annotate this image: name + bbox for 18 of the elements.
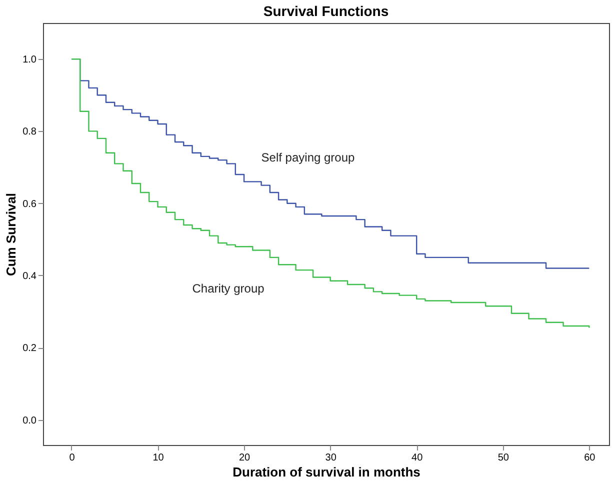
y-tick-label: 0.2 — [22, 343, 37, 354]
x-axis-title: Duration of survival in months — [232, 464, 420, 480]
series-label: Self paying group — [261, 150, 356, 164]
x-tick-label: 40 — [412, 452, 424, 464]
x-tick-label: 60 — [584, 452, 596, 464]
y-tick-label: 0.6 — [22, 198, 37, 210]
y-tick-label: 1.0 — [22, 54, 37, 66]
x-tick-label: 10 — [152, 452, 164, 464]
y-tick-label: 0.4 — [22, 270, 37, 282]
x-tick-label: 20 — [238, 452, 251, 464]
y-tick-label: 0.0 — [22, 415, 37, 426]
series-label: Charity group — [192, 282, 265, 296]
x-tick-label: 0 — [69, 452, 76, 464]
y-tick-label: 0.8 — [22, 126, 37, 138]
x-tick-label: 30 — [325, 452, 337, 464]
x-tick-label: 50 — [498, 452, 510, 464]
y-axis-title: Cum Survival — [4, 192, 19, 276]
chart-title: Survival Functions — [263, 3, 389, 19]
